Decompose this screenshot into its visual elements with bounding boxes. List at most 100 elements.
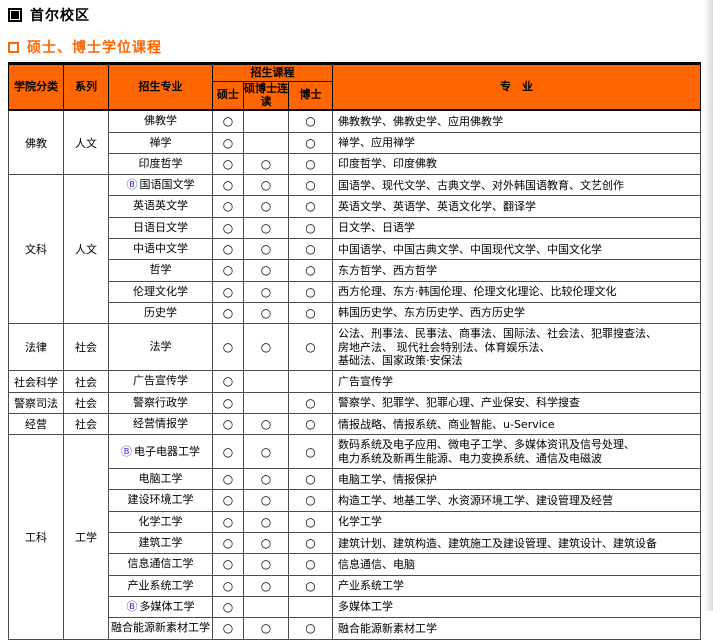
- college-cell: 文科: [8, 174, 64, 325]
- course-mark-doctor: ○: [288, 109, 333, 133]
- b-badge-icon: Ⓑ: [126, 599, 138, 613]
- course-mark-doctor: ○: [288, 301, 333, 325]
- specialty-cell: 融合能源新素材工学: [332, 617, 701, 640]
- major-cell: 伦理文化学: [108, 280, 213, 303]
- course-mark-doctor: ○: [288, 131, 333, 154]
- course-mark-combined: ○: [243, 617, 289, 640]
- course-mark-master: ○: [212, 595, 244, 619]
- course-mark-combined: ○: [243, 152, 289, 176]
- table-row: 佛教 人文 佛教学 ○ ○ 佛教教学、佛教史学、应用佛教学: [8, 109, 701, 176]
- table-row: 经营 社会 经营情报学 ○ ○ ○ 情报战略、情报系统、商业智能、u-Service: [8, 413, 701, 436]
- course-mark-master: ○: [212, 391, 244, 415]
- course-mark-doctor: ○: [288, 532, 333, 555]
- course-mark-combined: ○: [243, 174, 289, 197]
- series-cell: 社会: [63, 413, 109, 436]
- table-row: 融合能源新素材工学 ○ ○ ○ 融合能源新素材工学: [9, 617, 701, 640]
- specialty-cell: 国语学、现代文学、古典文学、对外韩国语教育、文艺创作: [332, 174, 701, 197]
- table-row: 建设环境工学 ○ ○ ○ 构造工学、地基工学、水资源环境工学、建设管理及经营: [9, 489, 701, 512]
- major-label: 建设环境工学: [127, 493, 194, 507]
- program-subtitle-text: 硕士、博士学位课程: [27, 40, 162, 56]
- course-mark-doctor: ○: [288, 323, 333, 372]
- course-mark-doctor: ○: [288, 216, 333, 240]
- course-mark-master: ○: [212, 553, 244, 576]
- hollow-square-icon: [8, 41, 19, 53]
- campus-title: 首尔校区: [0, 0, 713, 25]
- course-mark-doctor: ○: [288, 391, 333, 415]
- table-row: 法律 社会 法学 ○ ○ ○ 公法、刑事法、民事法、商事法、国际法、社会法、犯罪搜查法、 房…: [8, 323, 701, 372]
- table-row: 电脑工学 ○ ○ ○ 电脑工学、情报保护: [9, 468, 701, 491]
- course-mark-combined: ○: [243, 489, 289, 512]
- major-label: 产业系统工学: [127, 578, 194, 592]
- course-mark-doctor: ○: [288, 280, 333, 303]
- major-cell: Ⓑ 电子电器工学: [108, 434, 213, 470]
- specialty-cell: 情报战略、情报系统、商业智能、u-Service: [332, 413, 701, 436]
- major-label: 电子电器工学: [134, 444, 200, 458]
- major-cell: 历史学: [108, 301, 213, 325]
- series-cell: 社会: [63, 391, 109, 415]
- major-cell: 广告宣传学: [108, 370, 213, 393]
- course-mark-master: ○: [212, 280, 244, 303]
- table-row: 信息通信工学 ○ ○ ○ 信息通信、电脑: [9, 553, 701, 576]
- major-label: 建筑工学: [138, 536, 183, 550]
- major-cell: Ⓑ 多媒体工学: [108, 595, 213, 619]
- header-courses-group: 招生课程: [212, 63, 333, 82]
- specialty-cell: 佛教教学、佛教史学、应用佛教学: [332, 109, 701, 133]
- course-mark-master: ○: [212, 216, 244, 240]
- specialty-cell: 产业系统工学: [332, 574, 701, 597]
- course-mark-combined: ○: [243, 574, 289, 597]
- header-specialty: 专 业: [332, 63, 701, 111]
- series-cell: 社会: [63, 370, 109, 393]
- specialty-cell: 构造工学、地基工学、水资源环境工学、建设管理及经营: [332, 489, 701, 512]
- specialty-cell: 电脑工学、情报保护: [332, 468, 701, 491]
- header-doctor: 博士: [288, 81, 333, 111]
- course-mark-combined: ○: [243, 553, 289, 576]
- college-cell: 工科: [8, 434, 64, 640]
- major-cell: 禅学: [108, 131, 213, 154]
- major-cell: 佛教学: [108, 109, 213, 133]
- table-row: 中语中文学 ○ ○ ○ 中国语学、中国古典文学、中国现代文学、中国文化学: [9, 238, 701, 261]
- major-cell: 经营情报学: [108, 413, 213, 436]
- major-label: 哲学: [149, 263, 172, 277]
- major-label: 日语日文学: [133, 220, 188, 234]
- course-mark-doctor: ○: [288, 468, 333, 491]
- specialty-cell: 英语文学、英语学、英语文化学、翻译学: [332, 195, 701, 218]
- header-combined: 硕博士连读: [243, 81, 289, 111]
- course-mark-master: ○: [212, 259, 244, 282]
- major-cell: 英语英文学: [108, 195, 213, 218]
- major-label: 历史学: [144, 305, 177, 319]
- major-cell: 日语日文学: [108, 216, 213, 240]
- specialty-cell: 西方伦理、东方·韩国伦理、伦理文化理论、比较伦理文化: [332, 280, 701, 303]
- table-row: 日语日文学 ○ ○ ○ 日文学、日语学: [9, 216, 701, 240]
- major-cell: 建筑工学: [108, 532, 213, 555]
- major-cell: 信息通信工学: [108, 553, 213, 576]
- specialty-cell: 化学工学: [332, 510, 701, 534]
- table-row: 文科 人文 Ⓑ 国语国文学 ○ ○ ○ 国语学、现代文学、古典文学、对外韩国语教育、文艺创作: [8, 174, 701, 325]
- major-label: 中语中文学: [133, 242, 188, 256]
- course-mark-master: ○: [212, 489, 244, 512]
- college-cell: 警察司法: [8, 391, 64, 415]
- college-cell: 经营: [8, 413, 64, 436]
- table-row: 建筑工学 ○ ○ ○ 建筑计划、建筑构造、建筑施工及建设管理、建筑设计、建筑设备: [9, 532, 701, 555]
- table-row: 禅学 ○ ○ 禅学、应用禅学: [9, 131, 701, 154]
- major-label: 化学工学: [138, 514, 183, 528]
- major-cell: 产业系统工学: [108, 574, 213, 597]
- table-row: Ⓑ 多媒体工学 ○ 多媒体工学: [9, 595, 701, 619]
- b-badge-icon: Ⓑ: [121, 444, 132, 458]
- major-label: 广告宣传学: [133, 374, 188, 388]
- college-cell: 佛教: [8, 109, 64, 176]
- major-label: 国语国文学: [139, 178, 195, 192]
- course-mark-combined: [243, 131, 289, 154]
- filled-square-icon: [8, 8, 22, 22]
- specialty-cell: 东方哲学、西方哲学: [332, 259, 701, 282]
- course-mark-doctor: ○: [288, 553, 333, 576]
- table-row: 产业系统工学 ○ ○ ○ 产业系统工学: [9, 574, 701, 597]
- specialty-cell: 中国语学、中国古典文学、中国现代文学、中国文化学: [332, 238, 701, 261]
- course-mark-doctor: ○: [288, 174, 333, 197]
- major-cell: 融合能源新素材工学: [108, 617, 213, 640]
- major-cell: 警察行政学: [108, 391, 213, 415]
- course-mark-doctor: ○: [288, 238, 333, 261]
- course-mark-doctor: [288, 595, 333, 619]
- table-body: 佛教 人文 佛教学 ○ ○ 佛教教学、佛教史学、应用佛教学 禅学 ○ ○ 禅学、应用禅学 印度哲学 ○…: [8, 109, 701, 640]
- table-row: 警察司法 社会 警察行政学 ○ ○ 警察学、犯罪学、犯罪心理、产业保安、科学搜查: [8, 391, 701, 415]
